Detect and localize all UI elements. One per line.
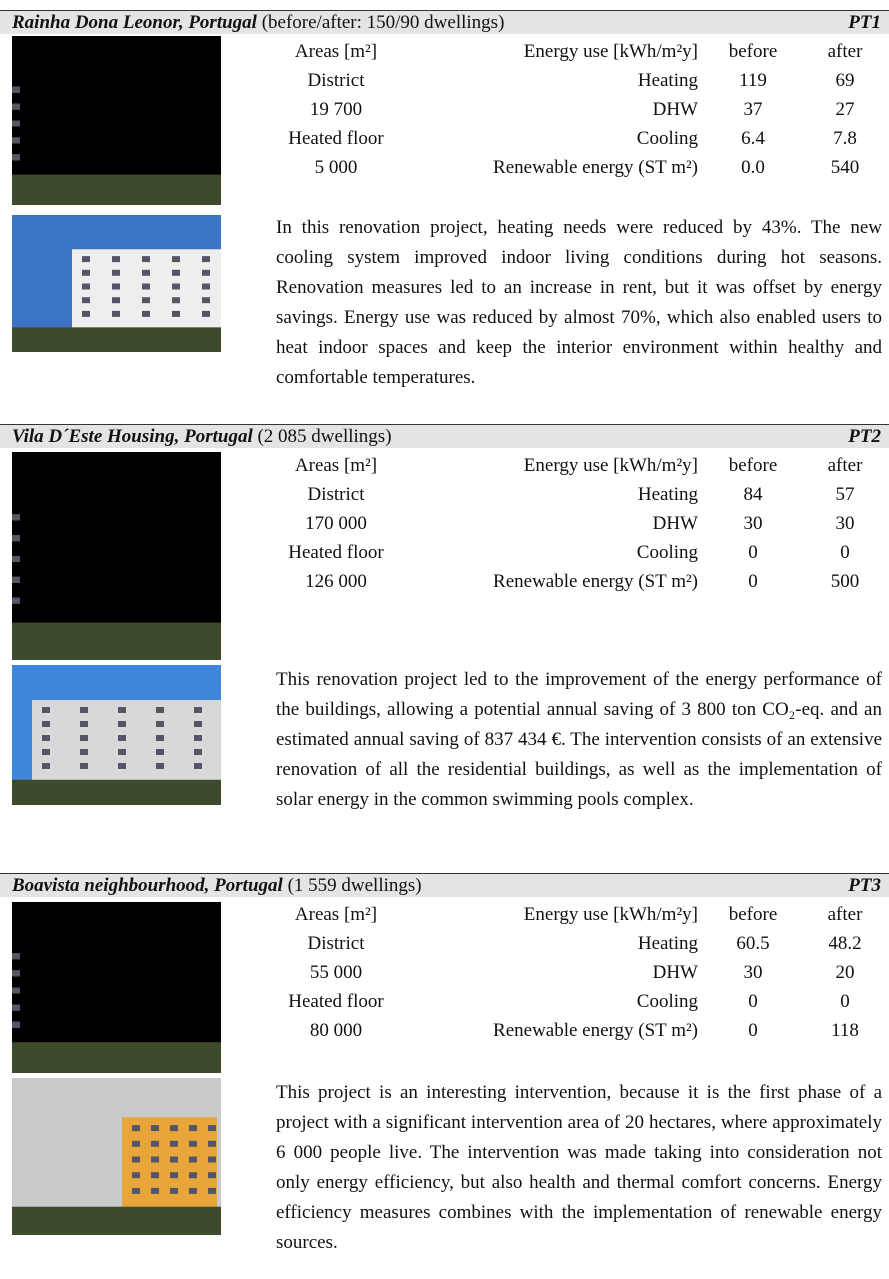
- table-cell: 69: [805, 66, 885, 95]
- table-cell: 0: [713, 567, 793, 596]
- table-cell: 30: [713, 958, 793, 987]
- table-cell: 0: [805, 538, 885, 567]
- table-cell: after: [805, 37, 885, 66]
- table-cell: Heating: [440, 66, 698, 95]
- photo: [12, 36, 221, 205]
- table-cell: District: [236, 480, 436, 509]
- photo: [12, 665, 221, 805]
- table-cell: before: [713, 37, 793, 66]
- subtitle: (1 559 dwellings): [288, 875, 422, 896]
- section-title: Rainha Dona Leonor, Portugal (before/aft…: [12, 11, 504, 34]
- table-cell: Energy use [kWh/m²y]: [440, 37, 698, 66]
- photo: [12, 902, 221, 1073]
- subtitle: (before/after: 150/90 dwellings): [262, 12, 505, 33]
- table-cell: 48.2: [805, 929, 885, 958]
- paragraph: In this renovation project, heating need…: [276, 213, 882, 393]
- table-cell: Heated floor: [236, 124, 436, 153]
- section-code: PT1: [848, 11, 881, 34]
- table-cell: 119: [713, 66, 793, 95]
- table-cell: 57: [805, 480, 885, 509]
- table-cell: 30: [805, 509, 885, 538]
- table-cell: 170 000: [236, 509, 436, 538]
- table-cell: 0: [713, 1016, 793, 1045]
- table-cell: 30: [713, 509, 793, 538]
- table-cell: 118: [805, 1016, 885, 1045]
- table-cell: after: [805, 451, 885, 480]
- table-cell: before: [713, 451, 793, 480]
- table-cell: 7.8: [805, 124, 885, 153]
- photo: [12, 452, 221, 660]
- table-cell: District: [236, 929, 436, 958]
- table-cell: 0: [713, 538, 793, 567]
- table-cell: 19 700: [236, 95, 436, 124]
- table-cell: 0: [805, 987, 885, 1016]
- section-header: Boavista neighbourhood, Portugal (1 559 …: [0, 873, 889, 897]
- table-cell: after: [805, 900, 885, 929]
- table-cell: DHW: [440, 958, 698, 987]
- table-cell: 500: [805, 567, 885, 596]
- table-cell: District: [236, 66, 436, 95]
- table-cell: 60.5: [713, 929, 793, 958]
- section-header: Rainha Dona Leonor, Portugal (before/aft…: [0, 10, 889, 34]
- paragraph: This project is an interesting intervent…: [276, 1078, 882, 1258]
- table-cell: Heated floor: [236, 987, 436, 1016]
- table-cell: DHW: [440, 95, 698, 124]
- table-cell: Areas [m²]: [236, 451, 436, 480]
- table-cell: Renewable energy (ST m²): [440, 1016, 698, 1045]
- section-code: PT2: [848, 425, 881, 448]
- section-title: Vila D´Este Housing, Portugal (2 085 dwe…: [12, 425, 392, 448]
- table-cell: Cooling: [440, 124, 698, 153]
- paragraph: This renovation project led to the impro…: [276, 665, 882, 815]
- table-cell: 540: [805, 153, 885, 182]
- table-cell: Heated floor: [236, 538, 436, 567]
- table-cell: 126 000: [236, 567, 436, 596]
- table-cell: before: [713, 900, 793, 929]
- table-cell: Areas [m²]: [236, 37, 436, 66]
- table-cell: Energy use [kWh/m²y]: [440, 451, 698, 480]
- title: Rainha Dona Leonor, Portugal: [12, 12, 257, 33]
- subtitle: (2 085 dwellings): [257, 426, 391, 447]
- section-code: PT3: [848, 874, 881, 897]
- section-header: Vila D´Este Housing, Portugal (2 085 dwe…: [0, 424, 889, 448]
- table-cell: 0: [713, 987, 793, 1016]
- table-cell: 55 000: [236, 958, 436, 987]
- title: Boavista neighbourhood, Portugal: [12, 875, 283, 896]
- photo: [12, 215, 221, 352]
- table-cell: Cooling: [440, 538, 698, 567]
- table-cell: Renewable energy (ST m²): [440, 153, 698, 182]
- table-cell: 0.0: [713, 153, 793, 182]
- table-cell: DHW: [440, 509, 698, 538]
- table-cell: Areas [m²]: [236, 900, 436, 929]
- table-cell: 27: [805, 95, 885, 124]
- table-cell: Heating: [440, 929, 698, 958]
- section-title: Boavista neighbourhood, Portugal (1 559 …: [12, 874, 422, 897]
- title: Vila D´Este Housing, Portugal: [12, 426, 253, 447]
- page: Rainha Dona Leonor, Portugal (before/aft…: [0, 0, 889, 1279]
- photo: [12, 1078, 221, 1235]
- table-cell: Energy use [kWh/m²y]: [440, 900, 698, 929]
- table-cell: 80 000: [236, 1016, 436, 1045]
- table-cell: 84: [713, 480, 793, 509]
- table-cell: 5 000: [236, 153, 436, 182]
- table-cell: 6.4: [713, 124, 793, 153]
- table-cell: Cooling: [440, 987, 698, 1016]
- table-cell: Heating: [440, 480, 698, 509]
- table-cell: Renewable energy (ST m²): [440, 567, 698, 596]
- table-cell: 37: [713, 95, 793, 124]
- table-cell: 20: [805, 958, 885, 987]
